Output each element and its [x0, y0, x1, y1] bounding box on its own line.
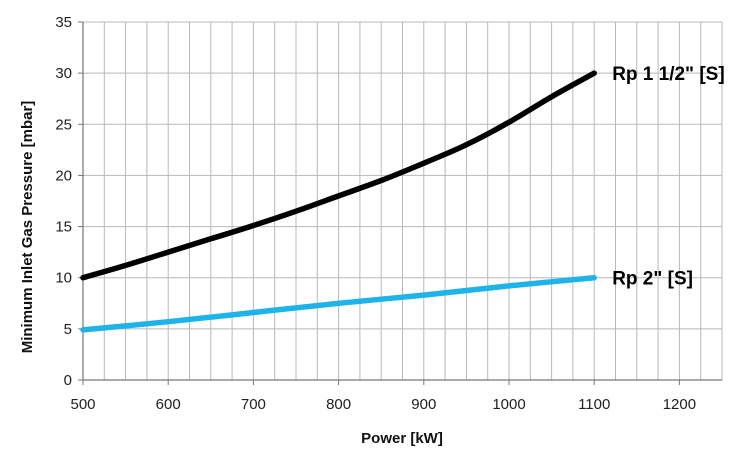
series-lines	[80, 70, 597, 333]
series-label-1: Rp 2" [S]	[612, 269, 693, 290]
x-tick-label: 1200	[663, 396, 696, 413]
series-label-0: Rp 1 1/2" [S]	[612, 64, 724, 85]
y-tick-label: 5	[64, 321, 72, 338]
x-tick-label: 1100	[578, 396, 610, 413]
x-tick-label: 900	[411, 396, 436, 413]
y-tick-label: 30	[55, 65, 72, 82]
y-tick-label: 20	[55, 167, 72, 184]
grid	[83, 21, 723, 380]
y-tick-label: 0	[64, 372, 72, 389]
x-axis-title: Power [kW]	[361, 430, 443, 447]
series-line-1	[80, 274, 597, 333]
y-tick-label: 25	[55, 116, 72, 133]
y-tick-label: 35	[55, 14, 72, 31]
y-axis-title: Minimum Inlet Gas Pressure [mbar]	[19, 101, 36, 354]
x-tick-label: 600	[156, 396, 181, 413]
y-tick-label: 10	[55, 270, 72, 287]
labels: 0 5 10 15 20 25 30 35 500 600 700 800 900 1000 1100 120…	[55, 14, 724, 413]
x-tick-label: 500	[70, 396, 95, 413]
x-tick-label: 800	[326, 396, 351, 413]
axes	[78, 21, 722, 385]
y-tick-label: 15	[55, 219, 72, 236]
x-tick-label: 1000	[492, 396, 525, 413]
series-line-0	[80, 70, 597, 281]
x-tick-label: 700	[241, 396, 266, 413]
